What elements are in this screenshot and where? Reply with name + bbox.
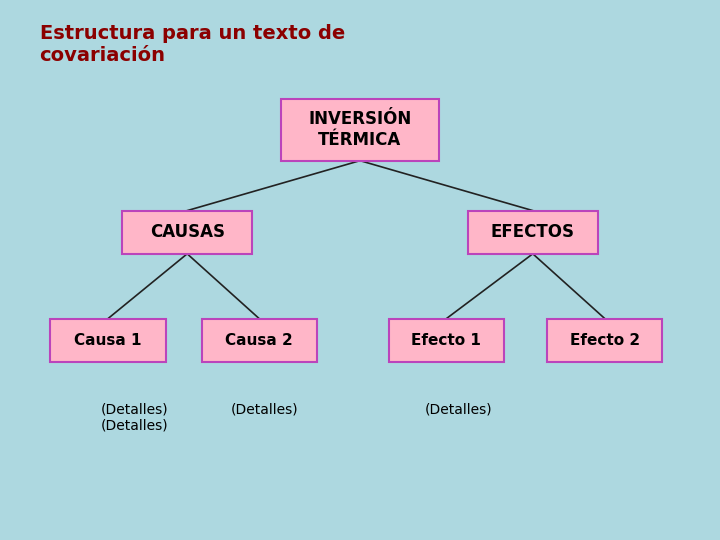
FancyBboxPatch shape: [122, 211, 252, 254]
FancyBboxPatch shape: [468, 211, 598, 254]
Text: Causa 2: Causa 2: [225, 333, 293, 348]
Text: (Detalles): (Detalles): [425, 402, 492, 416]
Text: (Detalles): (Detalles): [230, 402, 298, 416]
FancyBboxPatch shape: [281, 98, 439, 160]
Text: EFECTOS: EFECTOS: [491, 223, 575, 241]
FancyBboxPatch shape: [547, 319, 662, 362]
FancyBboxPatch shape: [50, 319, 166, 362]
Text: (Detalles)
(Detalles): (Detalles) (Detalles): [101, 402, 168, 433]
FancyBboxPatch shape: [202, 319, 317, 362]
Text: CAUSAS: CAUSAS: [150, 223, 225, 241]
Text: Efecto 2: Efecto 2: [570, 333, 640, 348]
Text: Estructura para un texto de
covariación: Estructura para un texto de covariación: [40, 24, 345, 65]
FancyBboxPatch shape: [389, 319, 504, 362]
Text: INVERSIÓN
TÉRMICA: INVERSIÓN TÉRMICA: [308, 110, 412, 149]
Text: Causa 1: Causa 1: [74, 333, 142, 348]
Text: Efecto 1: Efecto 1: [411, 333, 482, 348]
